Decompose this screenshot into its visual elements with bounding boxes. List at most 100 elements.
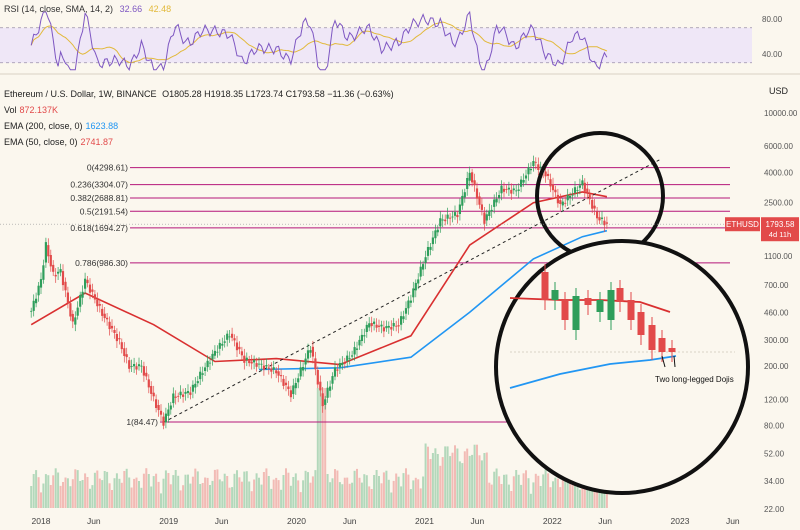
candle-body	[449, 217, 452, 219]
candle-body	[35, 298, 38, 304]
candle-body	[495, 198, 498, 203]
candle-body	[52, 264, 55, 272]
volume-bar	[417, 479, 420, 508]
volume-bar	[554, 477, 557, 508]
volume-label: Vol	[4, 105, 17, 115]
candle-body	[137, 364, 141, 367]
volume-bar	[309, 482, 312, 508]
candle-body	[458, 204, 461, 214]
volume-bar	[552, 481, 554, 508]
price-axis-tick: 4000.00	[764, 168, 793, 177]
volume-bar	[458, 461, 461, 508]
candle-body	[512, 188, 515, 191]
volume-bar	[380, 483, 383, 508]
volume-bar	[150, 486, 153, 508]
candle-body	[429, 246, 432, 250]
candle-body	[255, 363, 258, 367]
candle-body	[177, 395, 180, 397]
volume-bar	[461, 463, 464, 508]
annotation-arrow-left	[661, 355, 666, 368]
zoom-candle-body	[607, 290, 615, 320]
chart-title: Ethereum / U.S. Dollar, 1W, BINANCE	[4, 89, 157, 99]
volume-bar	[378, 476, 380, 508]
price-axis-tick: 300.00	[764, 336, 789, 345]
candle-body	[456, 214, 459, 218]
candle-body	[238, 346, 241, 350]
candle-body	[363, 335, 366, 337]
candle-body	[277, 371, 280, 376]
chart-legend: Ethereum / U.S. Dollar, 1W, BINANCE O180…	[4, 86, 394, 150]
volume-bar	[500, 484, 503, 508]
zoom-candle-body	[658, 338, 666, 352]
volume-bar	[76, 470, 79, 508]
volume-bar	[392, 480, 395, 508]
volume-bar	[471, 454, 474, 508]
volume-bar	[299, 492, 302, 508]
volume-bar	[324, 388, 327, 508]
candle-body	[123, 348, 126, 356]
price-axis-tick: 120.00	[764, 395, 789, 404]
volume-bar	[422, 476, 425, 508]
candle-body	[162, 416, 165, 426]
volume-bar	[54, 468, 57, 508]
candle-body	[453, 212, 457, 216]
volume-bar	[35, 470, 38, 508]
candle-body	[270, 368, 273, 372]
volume-bar	[155, 473, 158, 508]
volume-bar	[434, 448, 437, 508]
candle-body	[573, 187, 577, 193]
candle-body	[49, 255, 52, 267]
volume-bar	[456, 448, 459, 508]
candle-body	[375, 324, 378, 328]
fib-level-label: 0.618(1694.27)	[70, 223, 128, 233]
volume-bar	[204, 477, 207, 508]
axes: 10000.006000.004000.002500.001600.001100…	[0, 109, 799, 526]
candle-body	[412, 288, 415, 298]
candle-body	[98, 304, 101, 306]
candle-body	[588, 194, 591, 200]
rsi-line	[30, 10, 608, 72]
candle-body	[125, 354, 128, 358]
volume-bar	[566, 470, 569, 508]
volume-bar	[236, 470, 238, 508]
volume-bar	[167, 473, 170, 508]
candle-body	[549, 179, 552, 187]
candle-body	[431, 237, 434, 245]
ohlc-values: O1805.28 H1918.35 L1723.74 C1793.58 −11.…	[162, 89, 394, 99]
candle-body	[59, 269, 62, 273]
rsi-pane: 80.00 40.00	[0, 10, 783, 72]
candle-body	[186, 391, 190, 394]
rsi-tick-label: 40.00	[762, 50, 783, 59]
volume-bar	[40, 492, 42, 508]
candle-body	[500, 185, 503, 194]
zoom-candle-body	[561, 300, 569, 320]
volume-bar	[385, 470, 388, 508]
time-axis-tick: 2018	[32, 516, 51, 526]
volume-bar	[520, 484, 523, 508]
legend-volume-row: Vol 872.137K	[4, 102, 394, 118]
candle-body	[377, 325, 381, 327]
volume-bar	[334, 469, 336, 508]
volume-bar	[142, 473, 145, 508]
volume-bar	[510, 491, 513, 508]
volume-bar	[282, 475, 285, 508]
candle-body	[603, 220, 606, 226]
candle-body	[233, 338, 236, 341]
volume-bar	[488, 482, 491, 508]
rsi-sma-value: 42.48	[148, 4, 172, 14]
volume-bar	[559, 487, 562, 508]
candle-body	[578, 185, 581, 188]
candle-body	[400, 316, 403, 325]
volume-bar	[478, 455, 481, 508]
candle-body	[44, 242, 47, 263]
volume-bar	[534, 473, 537, 508]
volume-bar	[358, 477, 361, 508]
candle-body	[544, 171, 547, 177]
price-axis-tick: 10000.00	[764, 109, 798, 118]
candle-body	[466, 178, 469, 189]
fib-level-label: 0.236(3304.07)	[70, 180, 128, 190]
volume-bar	[375, 470, 378, 508]
volume-bar	[353, 470, 356, 508]
volume-bar	[140, 487, 143, 508]
candle-body	[417, 279, 420, 284]
